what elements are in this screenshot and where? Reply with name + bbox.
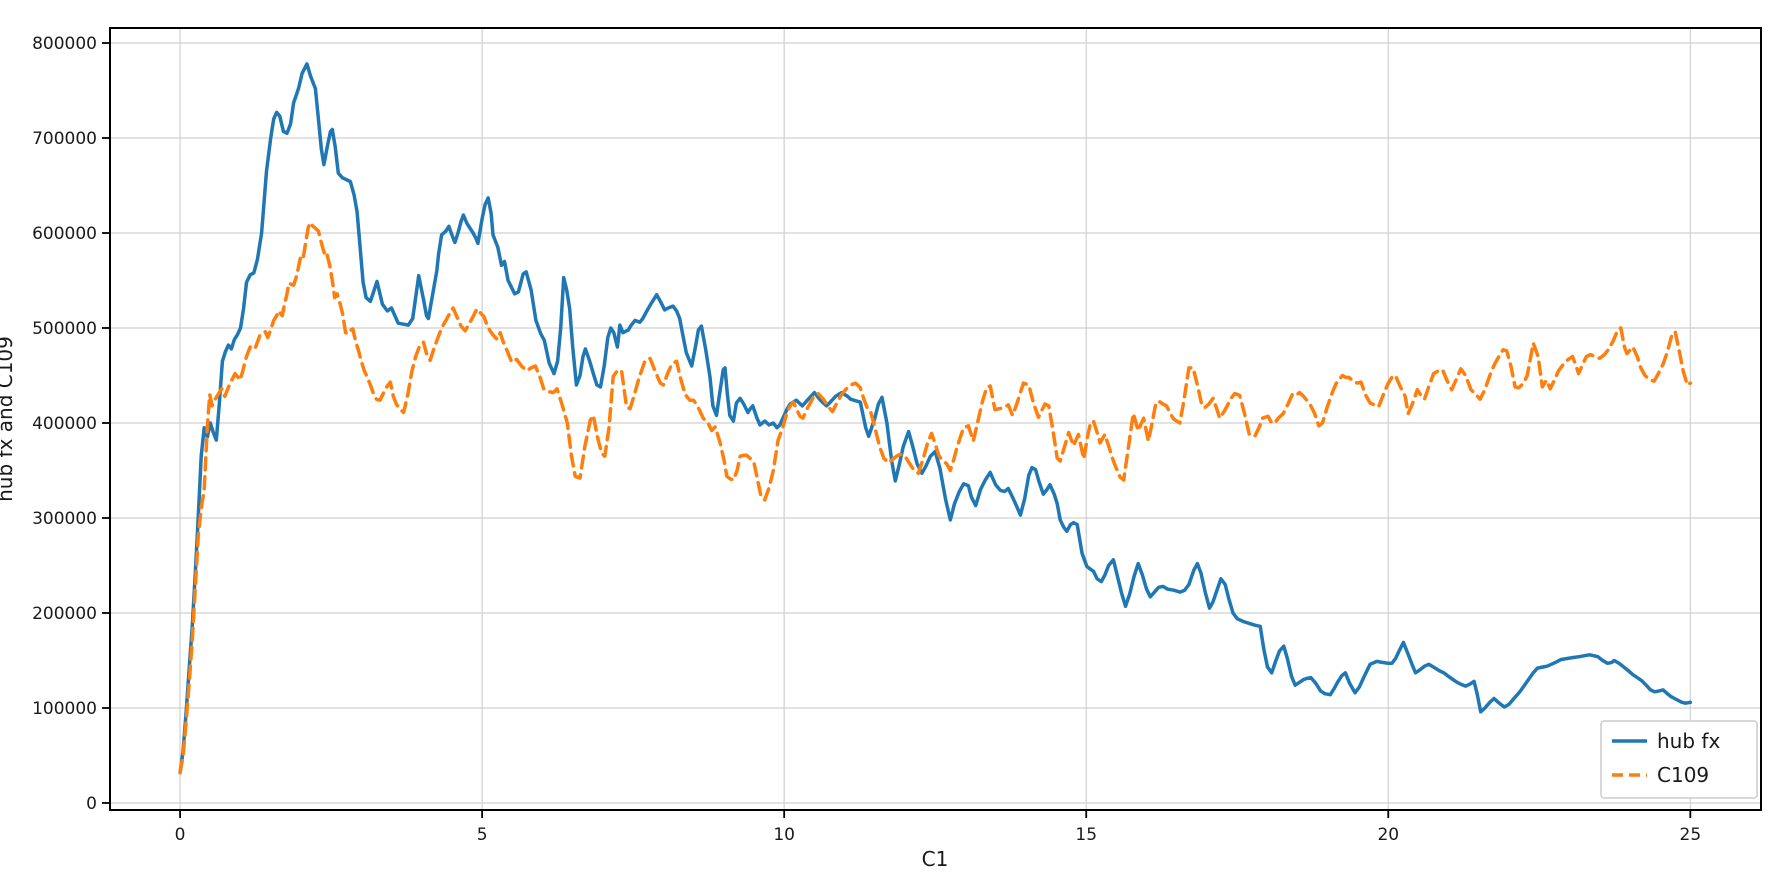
y-tick-label: 800000: [32, 34, 97, 54]
x-tick-label: 10: [773, 825, 795, 845]
tick-labels: 0 5 10 15 20 25 0 100000 200000 300000 400000 50000…: [32, 34, 1701, 845]
legend: hub fx C109: [1600, 720, 1758, 799]
y-axis-label: hub fx and C109: [0, 336, 17, 502]
x-axis-label: C1: [922, 847, 949, 871]
x-tick-label: 20: [1377, 825, 1399, 845]
tick-marks: [102, 42, 1692, 818]
series-lines: [178, 62, 1693, 775]
x-tick-label: 5: [477, 825, 488, 845]
axes-spines: [109, 27, 1762, 811]
y-tick-label: 200000: [32, 604, 97, 624]
gridlines: [110, 28, 1761, 810]
y-tick-label: 600000: [32, 224, 97, 244]
x-tick-label: 25: [1680, 825, 1702, 845]
x-tick-label: 0: [175, 825, 186, 845]
y-tick-label: 500000: [32, 319, 97, 339]
legend-label-hub-fx: hub fx: [1657, 729, 1720, 753]
series-hub-fx: [178, 62, 1693, 775]
series-c109: [178, 220, 1693, 775]
y-tick-label: 300000: [32, 509, 97, 529]
x-tick-label: 15: [1075, 825, 1097, 845]
legend-label-c109: C109: [1657, 763, 1709, 787]
y-tick-label: 400000: [32, 414, 97, 434]
y-tick-label: 700000: [32, 129, 97, 149]
y-tick-label: 100000: [32, 699, 97, 719]
y-tick-label: 0: [86, 794, 97, 814]
plot-area: [110, 28, 1761, 810]
